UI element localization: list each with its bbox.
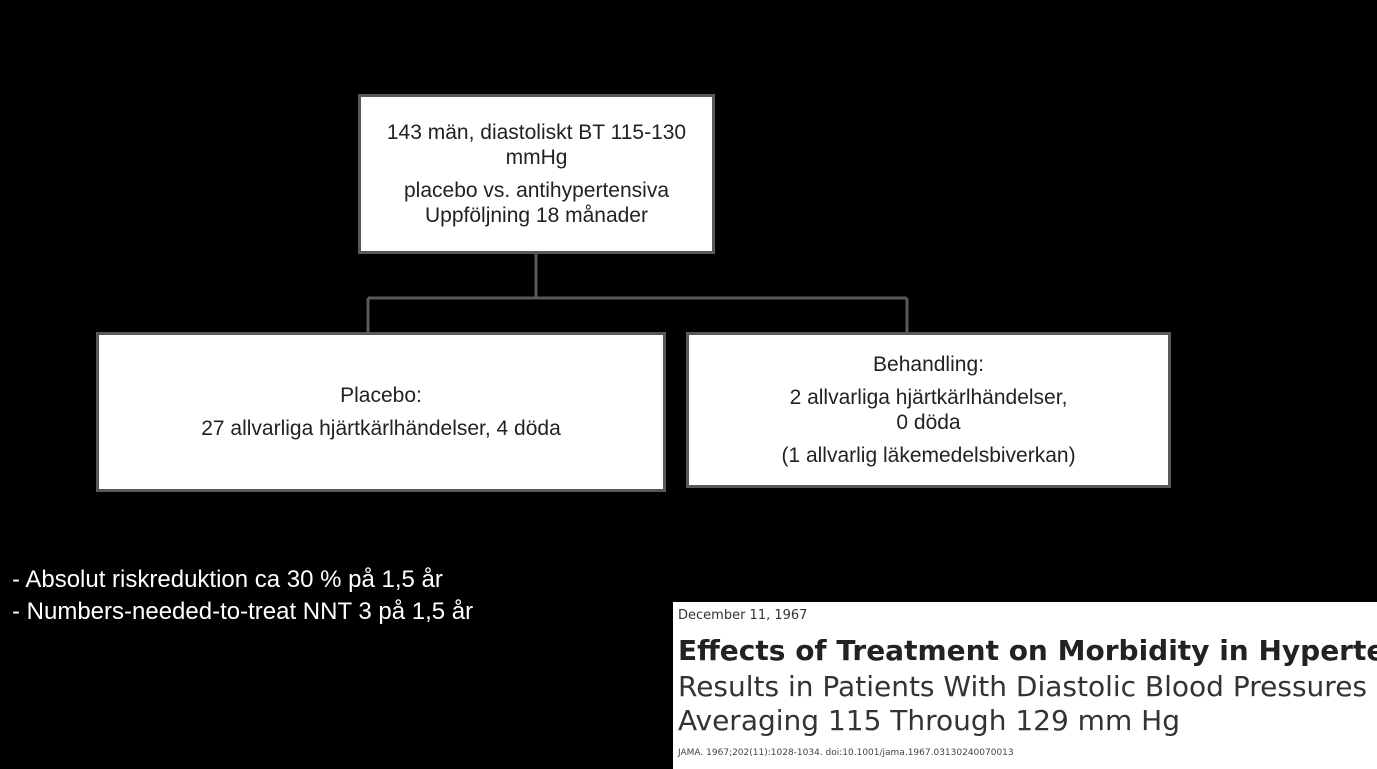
citation-title: Effects of Treatment on Morbidity in Hyp… — [678, 634, 1377, 667]
top-box: 143 män, diastoliskt BT 115-130 mmHg pla… — [358, 94, 715, 254]
placebo-box: Placebo: 27 allvarliga hjärtkärlhändelse… — [96, 332, 666, 492]
bullet: - Numbers-needed-to-treat NNT 3 på 1,5 å… — [12, 598, 474, 625]
box-text: Placebo: — [340, 384, 422, 407]
box-text: 0 döda — [896, 411, 961, 434]
citation-subtitle: Averaging 115 Through 129 mm Hg — [678, 704, 1180, 737]
box-text: 27 allvarliga hjärtkärlhändelser, 4 döda — [201, 417, 561, 440]
box-text: Behandling: — [873, 353, 984, 376]
citation-reference: JAMA. 1967;202(11):1028-1034. doi:10.100… — [678, 748, 1014, 758]
citation-subtitle: Results in Patients With Diastolic Blood… — [678, 670, 1368, 703]
treatment-box: Behandling: 2 allvarliga hjärtkärlhändel… — [686, 332, 1171, 488]
box-text: placebo vs. antihypertensiva — [404, 179, 669, 202]
bullet: - Absolut riskreduktion ca 30 % på 1,5 å… — [12, 566, 443, 593]
box-text: Uppföljning 18 månader — [425, 204, 648, 227]
connector-lines — [366, 252, 909, 333]
box-text: (1 allvarlig läkemedelsbiverkan) — [781, 444, 1076, 467]
box-text: 2 allvarliga hjärtkärlhändelser, — [789, 386, 1068, 409]
citation: December 11, 1967 Effects of Treatment o… — [673, 602, 1377, 769]
citation-date: December 11, 1967 — [678, 608, 808, 623]
box-text: 143 män, diastoliskt BT 115-130 mmHg — [386, 121, 687, 169]
